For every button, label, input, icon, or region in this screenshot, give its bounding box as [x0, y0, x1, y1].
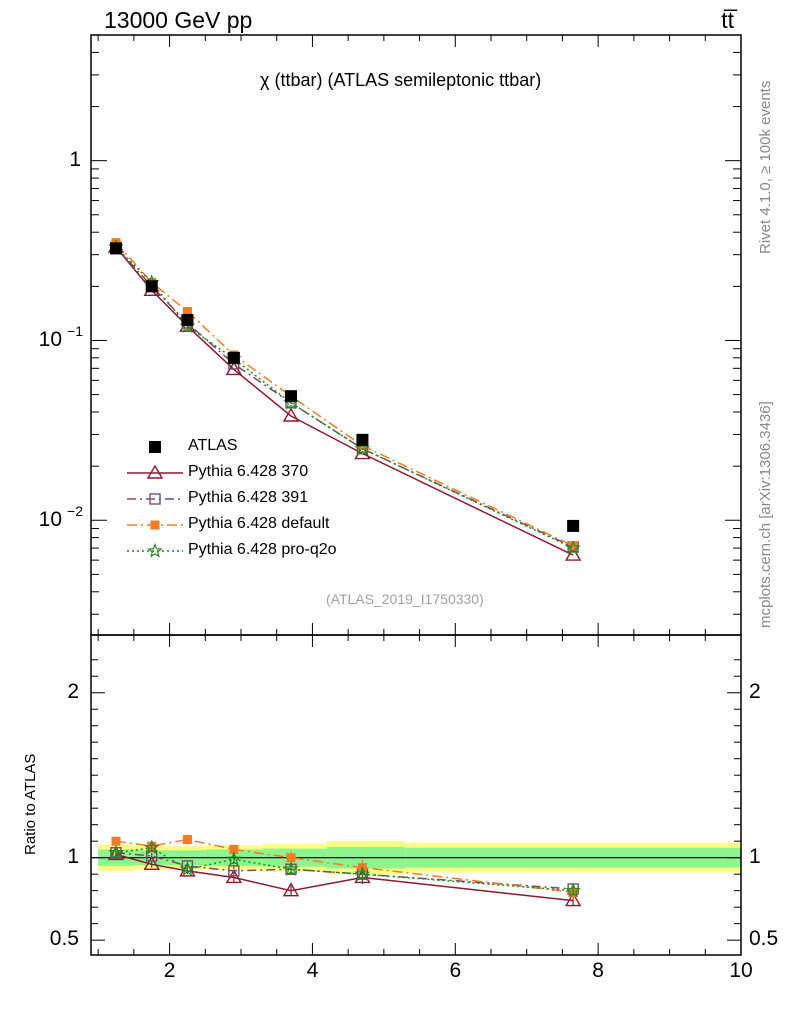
- analysis-id: (ATLAS_2019_I1750330): [326, 591, 484, 607]
- chart-title: χ (ttbar) (ATLAS semileptonic ttbar): [260, 70, 542, 90]
- mcplots-label: mcplots.cern.ch [arXiv:1306.3436]: [757, 401, 774, 628]
- legend-marker-pdefault: [150, 520, 160, 530]
- series-point-p370: [282, 407, 300, 422]
- atlas-data-point: [181, 313, 194, 326]
- x-tick-label: 4: [306, 959, 319, 982]
- x-tick-label: 10: [729, 959, 753, 982]
- y-tick-label-base: 10: [38, 508, 62, 532]
- legend-marker-pq2o: [147, 542, 163, 558]
- series-line-p370: [115, 246, 574, 556]
- series-point-p370: [564, 546, 582, 561]
- x-tick-label: 8: [592, 959, 604, 982]
- ratio-frame: [90, 634, 742, 956]
- ratio-point-pdefault: [229, 844, 239, 854]
- ratio-point-pdefault: [182, 835, 192, 845]
- y-tick-label-exponent: −1: [67, 323, 83, 340]
- ratio-point-p391: [228, 865, 240, 877]
- y-tick-label-base: 10: [38, 328, 62, 352]
- legend-marker-atlas: [149, 441, 161, 453]
- process-label: tt̅: [721, 7, 734, 33]
- ratio-y-tick-label-right: 1: [749, 844, 761, 868]
- atlas-data-point: [567, 519, 580, 532]
- x-tick-label: 2: [163, 959, 176, 982]
- legend-label-p391: Pythia 6.428 391: [188, 489, 309, 506]
- y-tick-label: 1: [69, 147, 81, 171]
- atlas-data-point: [227, 351, 240, 364]
- ratio-point-p370: [282, 882, 300, 897]
- legend-label-p370: Pythia 6.428 370: [188, 463, 309, 480]
- ratio-point-p370: [143, 855, 160, 870]
- ratio-point-pq2o: [283, 860, 299, 876]
- ratio-y-tick-label-right: 2: [749, 679, 761, 703]
- ratio-y-tick-label: 0.5: [49, 927, 79, 951]
- ratio-point-pq2o: [179, 861, 196, 876]
- ratio-y-tick-label: 1: [67, 844, 79, 868]
- series-point-pdefault: [182, 306, 192, 316]
- rivet-label: Rivet 4.1.0, ≥ 100k events: [757, 80, 774, 254]
- ratio-point-pq2o: [108, 844, 124, 860]
- series-line-pq2o: [115, 246, 574, 549]
- x-tick-label: 6: [449, 959, 462, 982]
- ratio-point-pdefault: [286, 853, 296, 863]
- legend-label-pq2o: Pythia 6.428 pro-q2o: [188, 541, 337, 558]
- atlas-data-point: [356, 433, 369, 446]
- energy-label: 13000 GeV pp: [104, 7, 253, 33]
- ratio-point-pdefault: [111, 836, 121, 846]
- atlas-data-point: [285, 390, 297, 403]
- series-point-pdefault: [568, 541, 578, 551]
- legend-label-pdefault: Pythia 6.428 default: [188, 515, 330, 532]
- series-line-p391: [115, 246, 574, 548]
- ratio-point-pq2o: [143, 839, 160, 855]
- series-line-pdefault: [115, 242, 574, 547]
- legend-label-atlas: ATLAS: [188, 437, 238, 454]
- ratio-y-tick-label-right: 0.5: [749, 927, 779, 951]
- series-point-pq2o: [354, 440, 371, 456]
- ratio-axis-label: Ratio to ATLAS: [22, 753, 39, 855]
- series-point-pq2o: [565, 539, 581, 555]
- legend-marker-p370: [146, 464, 164, 479]
- atlas-data-point: [110, 242, 122, 255]
- ratio-point-pq2o: [354, 866, 371, 881]
- ratio-y-tick-label: 2: [67, 679, 79, 703]
- ratio-point-pq2o: [226, 851, 242, 866]
- ratio-point-p370: [564, 892, 582, 907]
- y-tick-label-exponent: −2: [67, 503, 83, 520]
- ratio-point-pq2o: [565, 882, 581, 898]
- legend-marker-p391: [149, 493, 161, 505]
- atlas-data-point: [145, 280, 158, 293]
